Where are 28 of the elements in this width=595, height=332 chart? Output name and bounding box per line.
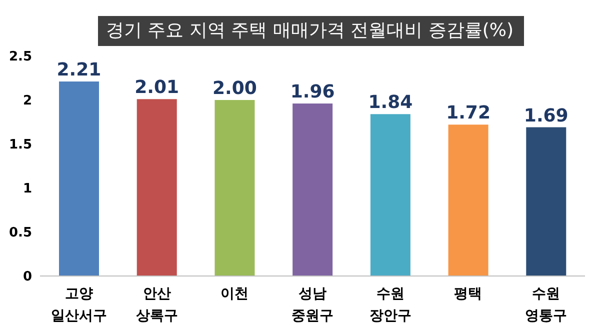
x-tick-label: 안산 상록구 xyxy=(136,286,178,324)
y-tick-label: 0 xyxy=(22,270,32,285)
y-tick-label: 2.5 xyxy=(8,50,32,65)
data-label: 1.69 xyxy=(524,105,568,126)
x-tick-label: 수원 영통구 xyxy=(525,286,568,324)
data-label: 1.84 xyxy=(368,92,413,114)
chart-title: 경기 주요 지역 주택 매매가격 전월대비 증감률(%) xyxy=(98,16,524,46)
bar xyxy=(59,82,99,276)
y-tick-label: 2 xyxy=(22,94,32,109)
bar xyxy=(136,99,177,276)
y-tick-label: 0.5 xyxy=(8,226,32,241)
y-tick-label: 1.5 xyxy=(8,138,32,153)
bar xyxy=(370,114,410,276)
bar xyxy=(526,127,566,276)
data-label: 2.01 xyxy=(134,77,180,98)
x-tick-label: 수원 장안구 xyxy=(369,286,412,324)
data-label: 2.21 xyxy=(56,60,102,81)
data-label: 1.96 xyxy=(290,82,335,103)
x-tick-label: 평택 xyxy=(454,286,482,302)
y-tick-label: 1 xyxy=(22,182,32,197)
data-label: 2.00 xyxy=(212,78,257,99)
bar xyxy=(448,124,488,276)
bar xyxy=(292,104,333,276)
data-label: 1.72 xyxy=(446,102,490,124)
x-tick-label: 고양 일산서구 xyxy=(50,286,107,324)
x-tick-label: 성남 중원구 xyxy=(292,286,334,324)
x-tick-label: 이천 xyxy=(220,286,249,302)
bar xyxy=(214,100,255,276)
